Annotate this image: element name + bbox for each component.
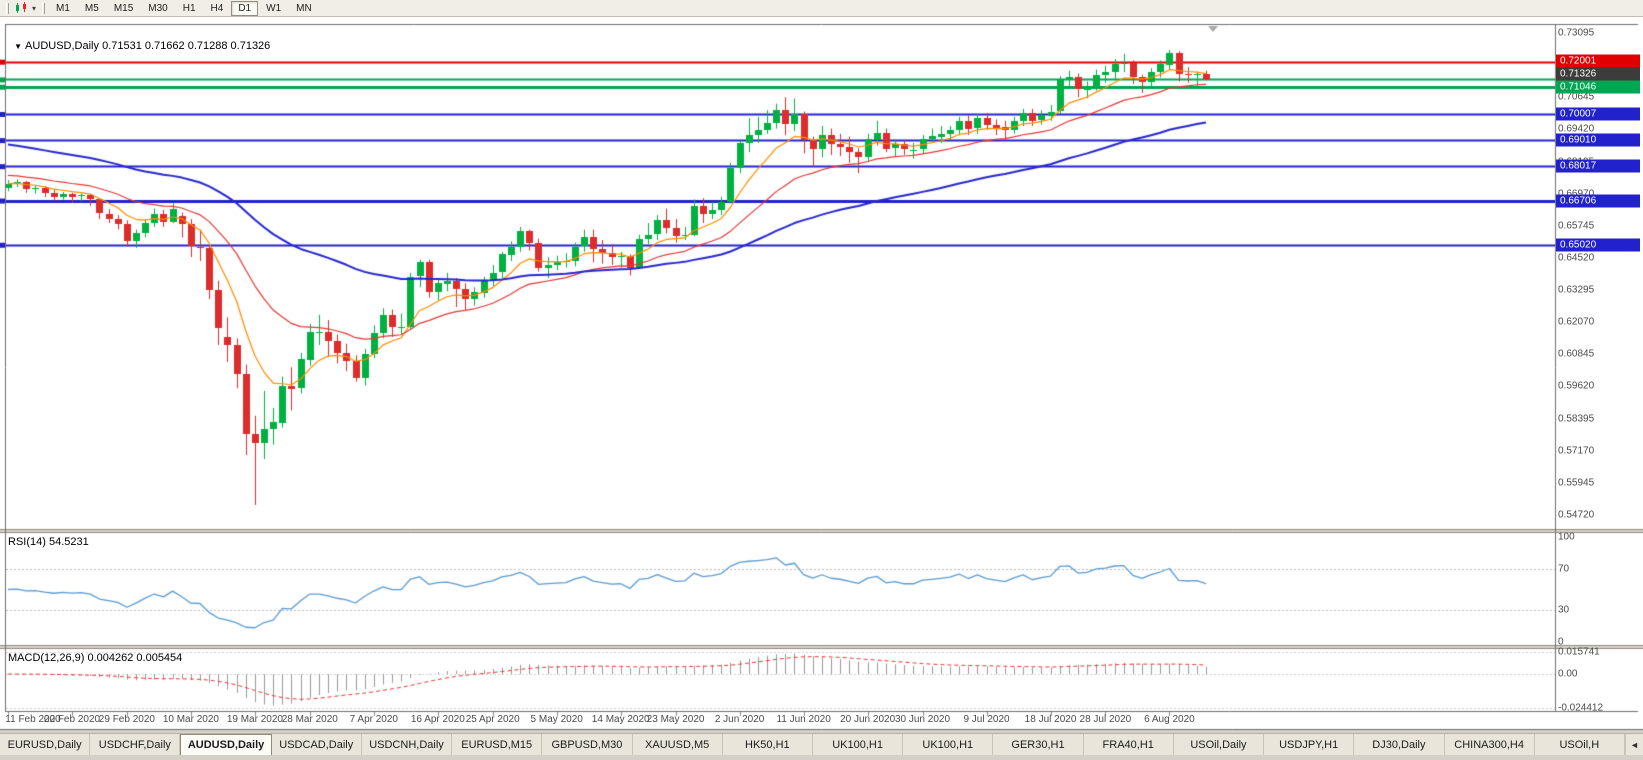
chart-tab-13-usoil-daily[interactable]: USOil,Daily [1174,734,1264,755]
timeframe-button-w1[interactable]: W1 [259,1,288,16]
timeframe-button-m1[interactable]: M1 [49,1,77,16]
price-axis-label: 0.59620 [1558,381,1594,392]
timeframe-buttons: M1M5M15M30H1H4D1W1MN [49,1,320,16]
chart-type-icon[interactable] [13,1,30,16]
date-axis-label: 23 May 2020 [647,714,705,725]
price-axis-label: 0.65745 [1558,220,1594,231]
date-axis-label: 25 Apr 2020 [466,714,520,725]
chart-tab-7-xauusd-m5[interactable]: XAUUSD,M5 [633,734,723,755]
chart-tab-6-gbpusd-m30[interactable]: GBPUSD,M30 [542,734,632,755]
timeframe-button-m30[interactable]: M30 [141,1,174,16]
price-level-box[interactable]: 0.71046 [1556,80,1640,93]
date-axis-label: 14 May 2020 [592,714,650,725]
price-level-box[interactable]: 0.69010 [1556,134,1640,147]
price-axis-label: 0.70645 [1558,92,1594,103]
date-axis-label: 20 Jun 2020 [840,714,895,725]
timeframe-toolbar: ▾ M1M5M15M30H1H4D1W1MN [0,0,1643,17]
chart-menu-icon[interactable]: ▼ [14,42,22,51]
price-axis-label: 0.55945 [1558,477,1594,488]
date-axis-label: 30 Jun 2020 [895,714,950,725]
date-axis-label: 9 Jul 2020 [963,714,1009,725]
price-level-box[interactable]: 0.65020 [1556,238,1640,251]
date-axis-label: 6 Aug 2020 [1144,714,1195,725]
price-level-box[interactable]: 0.66706 [1556,194,1640,207]
chart-tab-9-uk100-h1[interactable]: UK100,H1 [813,734,903,755]
price-axis-label: 0.58395 [1558,413,1594,424]
chart-tab-1-usdchf-daily[interactable]: USDCHF,Daily [90,734,180,755]
price-axis-label: 0.54720 [1558,509,1594,520]
price-level-box[interactable]: 0.70007 [1556,107,1640,120]
chart-tab-12-fra40-h1[interactable]: FRA40,H1 [1084,734,1174,755]
chart-tab-2-audusd-daily[interactable]: AUDUSD,Daily [180,734,271,755]
toolbar-grip[interactable] [6,3,9,14]
price-axis-label: 0.57170 [1558,445,1594,456]
rsi-axis-label: 70 [1558,563,1569,574]
price-axis-label: 0.64520 [1558,252,1594,263]
chart-tab-bar: EURUSD,DailyUSDCHF,DailyAUDUSD,DailyUSDC… [0,733,1643,755]
chart-title: ▼AUDUSD,Daily 0.71531 0.71662 0.71288 0.… [8,28,270,52]
rsi-label: RSI(14) 54.5231 [8,536,89,548]
chart-tab-11-ger30-h1[interactable]: GER30,H1 [993,734,1083,755]
chart-tab-17-usoil-h[interactable]: USOil,H [1535,734,1625,755]
date-axis-label: 28 Jul 2020 [1080,714,1132,725]
date-axis-label: 10 Mar 2020 [163,714,219,725]
date-axis-label: 19 Mar 2020 [227,714,283,725]
chart-tab-8-hk50-h1[interactable]: HK50,H1 [723,734,813,755]
date-axis-label: 11 Jun 2020 [776,714,830,725]
chart-tab-4-usdcnh-daily[interactable]: USDCNH,Daily [362,734,452,755]
price-level-box[interactable]: 0.72001 [1556,54,1640,67]
date-axis-label: 2 Jun 2020 [715,714,765,725]
chart-ohlc-values: 0.71531 0.71662 0.71288 0.71326 [102,40,270,52]
timeframe-button-h1[interactable]: H1 [176,1,203,16]
price-axis-label: 0.62070 [1558,317,1594,328]
macd-axis-label: 0.00 [1558,669,1577,680]
toolbar-separator [42,3,45,14]
timeframe-button-mn[interactable]: MN [289,1,319,16]
date-axis-label: 5 May 2020 [531,714,583,725]
macd-axis-label: -0.024412 [1558,703,1603,714]
timeframe-button-h4[interactable]: H4 [204,1,231,16]
timeframe-button-d1[interactable]: D1 [231,1,258,16]
macd-label: MACD(12,26,9) 0.004262 0.005454 [8,652,182,664]
chart-tab-16-china300-h4[interactable]: CHINA300,H4 [1445,734,1535,755]
price-axis-label: 0.63295 [1558,285,1594,296]
rsi-axis-label: 30 [1558,605,1569,616]
price-level-box[interactable]: 0.68017 [1556,160,1640,173]
tab-scroll-left-icon[interactable]: ◄ [1625,734,1643,755]
price-chart-canvas[interactable] [0,0,1643,760]
chart-symbol-title: AUDUSD,Daily [25,40,99,52]
date-axis-label: 28 Mar 2020 [282,714,338,725]
price-level-box[interactable]: 0.71326 [1556,67,1640,80]
chart-tab-14-usdjpy-h1[interactable]: USDJPY,H1 [1264,734,1354,755]
date-axis-label: 7 Apr 2020 [350,714,398,725]
date-axis-label: 18 Jul 2020 [1025,714,1077,725]
timeframe-button-m5[interactable]: M5 [78,1,106,16]
price-axis-label: 0.60845 [1558,349,1594,360]
price-axis-label: 0.73095 [1558,27,1594,38]
macd-axis-label: 0.015741 [1558,647,1600,658]
date-axis-label: 29 Feb 2020 [99,714,155,725]
chart-tab-3-usdcad-daily[interactable]: USDCAD,Daily [272,734,362,755]
chart-tab-10-uk100-h1[interactable]: UK100,H1 [903,734,993,755]
chart-dropdown-icon[interactable]: ▾ [30,1,38,16]
rsi-axis-label: 100 [1558,532,1575,543]
chart-tab-0-eurusd-daily[interactable]: EURUSD,Daily [0,734,90,755]
date-axis-label: 16 Apr 2020 [411,714,465,725]
chart-tab-5-eurusd-m15[interactable]: EURUSD,M15 [452,734,542,755]
chart-tab-15-dj30-daily[interactable]: DJ30,Daily [1354,734,1444,755]
timeframe-button-m15[interactable]: M15 [107,1,140,16]
date-axis-label: 20 Feb 2020 [44,714,100,725]
